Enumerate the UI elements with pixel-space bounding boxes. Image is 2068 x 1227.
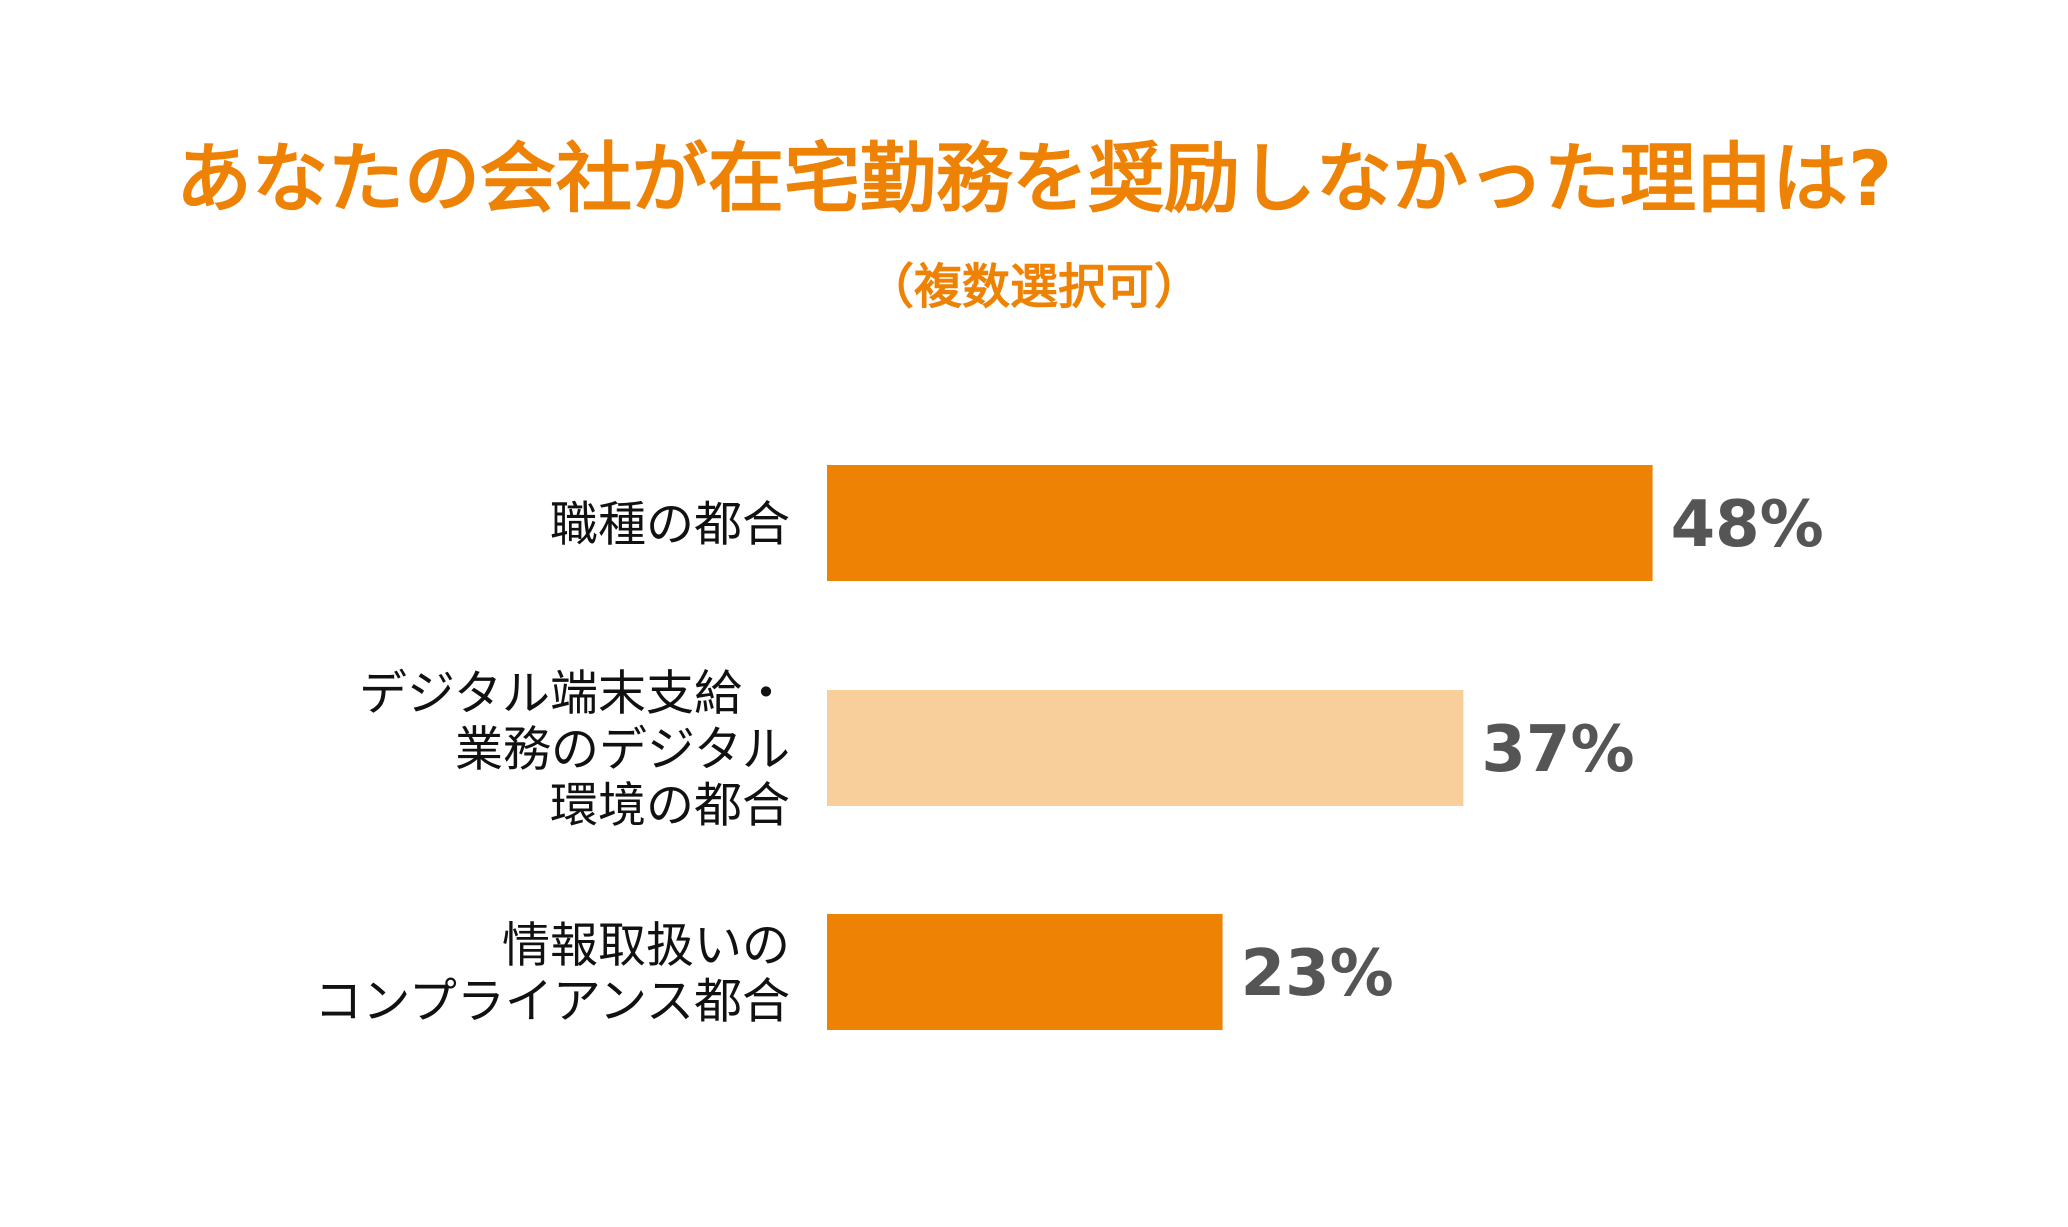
category-label-2-line-3: 環境の都合 bbox=[550, 777, 790, 833]
category-label-2-line-2: 業務のデジタル bbox=[455, 721, 790, 777]
value-label-3: 23% bbox=[1241, 937, 1394, 1011]
chart-subtitle: （複数選択可） bbox=[866, 259, 1202, 315]
category-label-1-line-1: 職種の都合 bbox=[550, 496, 790, 552]
category-label-1: 職種の都合 bbox=[550, 496, 790, 552]
category-label-2-line-1: デジタル端末支給・ bbox=[359, 665, 790, 721]
bar-3 bbox=[827, 914, 1223, 1030]
chart-title: あなたの会社が在宅勤務を奨励しなかった理由は? bbox=[176, 134, 1892, 223]
category-label-2: デジタル端末支給・業務のデジタル環境の都合 bbox=[359, 665, 790, 833]
bars-group: 48% 職種の都合 37% デジタル端末支給・業務のデジタル環境の都合 23% 情報取扱い… bbox=[314, 465, 1824, 1030]
value-label-1: 48% bbox=[1671, 488, 1824, 562]
value-label-2: 37% bbox=[1481, 713, 1634, 787]
category-label-3-line-1: 情報取扱いの bbox=[502, 917, 790, 973]
bar-1 bbox=[827, 465, 1653, 581]
bar-2 bbox=[827, 690, 1464, 806]
category-label-3: 情報取扱いのコンプライアンス都合 bbox=[314, 917, 790, 1029]
category-label-3-line-2: コンプライアンス都合 bbox=[314, 973, 790, 1029]
